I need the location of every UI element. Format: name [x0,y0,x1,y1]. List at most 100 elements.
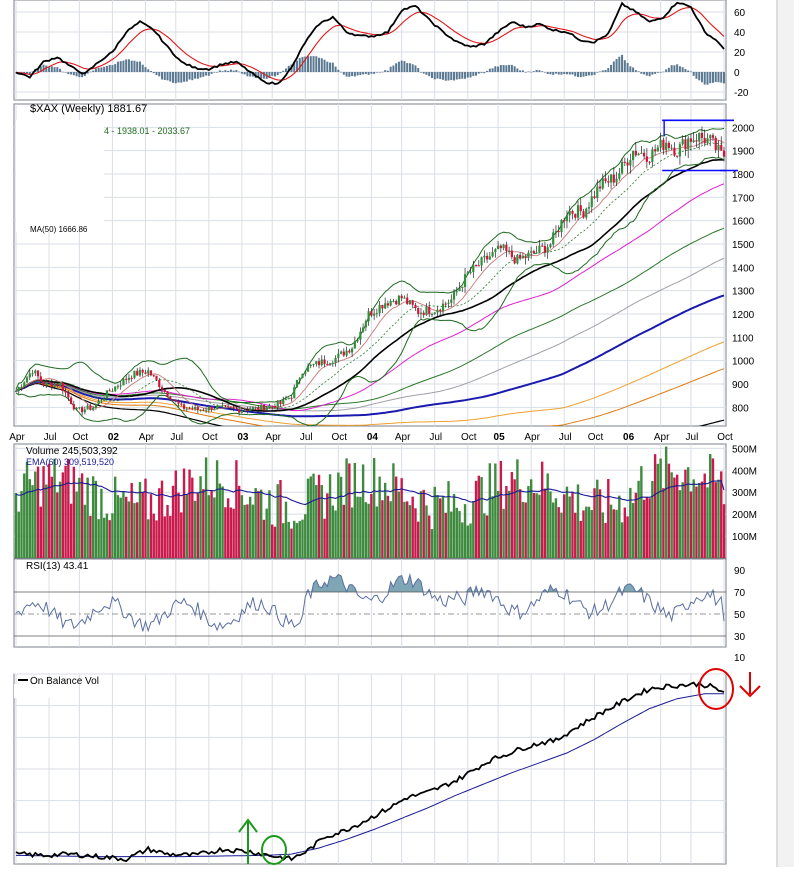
macd-hist-bar [108,64,111,72]
price-tick-label: 1900 [732,147,755,158]
price-candle [373,313,376,316]
volume-bar [337,472,340,558]
x-tick-label: Oct [717,432,733,443]
price-candle [654,149,657,152]
macd-hist-bar [26,72,29,74]
price-candle [83,409,86,413]
macd-hist-bar [70,72,73,75]
volume-bar [113,476,117,558]
price-candle [579,205,582,212]
price-candle [582,211,585,218]
ma-magenta [15,183,725,412]
price-candle [485,255,489,260]
volume-bar [678,490,682,558]
price-candle [665,142,668,150]
volume-bar [653,454,657,558]
volume-bar [425,505,428,558]
price-candle [439,309,442,311]
macd-hist-bar [590,72,593,76]
price-candle [89,405,92,410]
price-candle [155,375,158,380]
volume-bar [53,458,56,558]
volume-bar [127,501,131,558]
price-candle [78,407,81,409]
volume-bar [72,466,76,558]
volume-bar [243,504,246,558]
macd-hist-bar [565,72,568,75]
price-candle [648,161,651,163]
price-candle [565,215,569,222]
macd-signal-line [15,6,725,81]
volume-bar [631,503,635,558]
volume-bar [177,492,180,558]
volume-bar [20,491,23,558]
macd-hist-bar [596,72,599,73]
price-tick-label: 2000 [732,123,755,134]
volume-bar [34,471,37,558]
volume-bar [166,504,169,558]
macd-hist-bar [381,71,384,73]
macd-hist-bar [293,62,296,72]
price-candle [20,386,23,388]
price-candle [395,300,398,305]
x-tick-label: Apr [139,432,155,443]
macd-hist-bar [158,72,161,77]
macd-hist-bar [585,72,588,76]
price-candle [315,361,318,365]
macd-hist-bar [538,70,541,72]
volume-bar [191,477,194,558]
volume-bar [414,508,417,558]
volume-bar [477,475,481,558]
volume-bar [590,509,593,558]
price-candle [238,409,241,413]
price-candle [53,384,56,388]
macd-hist-bar [637,71,640,72]
price-y-axis: 2000 1900 1800 1700 1600 1500 1400 1300 1200 1100… [732,123,755,414]
price-candle [411,300,414,305]
ma-blue [15,294,725,418]
volume-bar [331,505,335,558]
volume-bar [612,509,616,558]
volume-bar [144,478,147,558]
price-candle [378,304,381,314]
volume-bar [417,521,420,558]
volume-bar [626,516,629,558]
volume-bar [554,498,558,558]
price-candle [240,410,243,413]
volume-bar [295,523,299,558]
price-candle [576,205,580,218]
macd-hist-bar [75,72,78,77]
price-candle [458,288,461,292]
volume-bar [229,507,233,558]
macd-hist-bar [579,72,582,78]
volume-bar [306,478,310,558]
volume-bar [152,513,155,558]
price-candle [477,265,480,267]
price-candle [375,313,378,315]
macd-hist-bar [378,72,381,73]
macd-hist-bar [373,72,376,74]
volume-bar [147,519,150,558]
macd-hist-bar [97,67,100,72]
price-candle [483,255,486,258]
volume-bar [389,501,392,558]
macd-hist-bar [172,72,175,83]
ma-black [15,158,725,412]
macd-hist-bar [262,72,265,79]
volume-bar [469,523,472,558]
price-candle [114,386,117,391]
volume-bar [312,473,315,558]
macd-hist-bar [408,63,411,72]
volume-bar [169,515,172,558]
macd-hist-bar [395,63,398,72]
price-candle [461,287,464,289]
price-candle [61,382,64,391]
volume-bar [540,461,544,558]
price-candle [356,339,359,342]
macd-hist-bar [648,72,651,77]
volume-bar [350,507,354,558]
macd-hist-bar [183,72,186,82]
price-candle [268,405,271,408]
volume-bar [47,463,51,558]
price-candle [243,410,246,412]
